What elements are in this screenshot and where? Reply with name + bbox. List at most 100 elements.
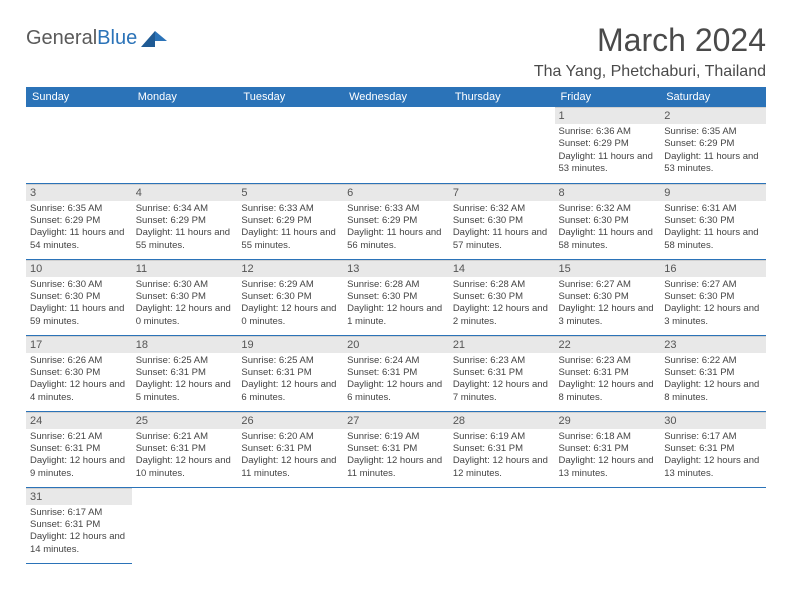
logo-mark-icon — [141, 29, 167, 47]
calendar-cell: 18Sunrise: 6:25 AMSunset: 6:31 PMDayligh… — [132, 335, 238, 411]
day-number: 10 — [26, 260, 132, 277]
day-number: 16 — [660, 260, 766, 277]
day-details: Sunrise: 6:21 AMSunset: 6:31 PMDaylight:… — [26, 429, 132, 484]
calendar-cell: 23Sunrise: 6:22 AMSunset: 6:31 PMDayligh… — [660, 335, 766, 411]
day-details: Sunrise: 6:33 AMSunset: 6:29 PMDaylight:… — [237, 201, 343, 256]
day-number: 9 — [660, 184, 766, 201]
day-details: Sunrise: 6:23 AMSunset: 6:31 PMDaylight:… — [555, 353, 661, 408]
day-details: Sunrise: 6:32 AMSunset: 6:30 PMDaylight:… — [449, 201, 555, 256]
calendar-cell: 22Sunrise: 6:23 AMSunset: 6:31 PMDayligh… — [555, 335, 661, 411]
calendar-cell — [237, 107, 343, 183]
location: Tha Yang, Phetchaburi, Thailand — [534, 63, 766, 81]
calendar-cell: 13Sunrise: 6:28 AMSunset: 6:30 PMDayligh… — [343, 259, 449, 335]
calendar-cell: 11Sunrise: 6:30 AMSunset: 6:30 PMDayligh… — [132, 259, 238, 335]
day-details: Sunrise: 6:20 AMSunset: 6:31 PMDaylight:… — [237, 429, 343, 484]
day-details: Sunrise: 6:27 AMSunset: 6:30 PMDaylight:… — [555, 277, 661, 332]
calendar-cell: 29Sunrise: 6:18 AMSunset: 6:31 PMDayligh… — [555, 411, 661, 487]
calendar-cell: 1Sunrise: 6:36 AMSunset: 6:29 PMDaylight… — [555, 107, 661, 183]
day-number: 26 — [237, 412, 343, 429]
day-details: Sunrise: 6:27 AMSunset: 6:30 PMDaylight:… — [660, 277, 766, 332]
day-details: Sunrise: 6:28 AMSunset: 6:30 PMDaylight:… — [343, 277, 449, 332]
day-details: Sunrise: 6:25 AMSunset: 6:31 PMDaylight:… — [132, 353, 238, 408]
day-details: Sunrise: 6:18 AMSunset: 6:31 PMDaylight:… — [555, 429, 661, 484]
weekday-header: Wednesday — [343, 87, 449, 107]
day-number: 2 — [660, 107, 766, 124]
day-number: 25 — [132, 412, 238, 429]
day-details: Sunrise: 6:25 AMSunset: 6:31 PMDaylight:… — [237, 353, 343, 408]
day-number: 7 — [449, 184, 555, 201]
calendar-cell: 3Sunrise: 6:35 AMSunset: 6:29 PMDaylight… — [26, 183, 132, 259]
weekday-header: Sunday — [26, 87, 132, 107]
day-number: 14 — [449, 260, 555, 277]
day-details: Sunrise: 6:36 AMSunset: 6:29 PMDaylight:… — [555, 124, 661, 179]
calendar-cell — [343, 107, 449, 183]
day-details: Sunrise: 6:35 AMSunset: 6:29 PMDaylight:… — [26, 201, 132, 256]
calendar-cell: 8Sunrise: 6:32 AMSunset: 6:30 PMDaylight… — [555, 183, 661, 259]
day-number: 27 — [343, 412, 449, 429]
day-details: Sunrise: 6:28 AMSunset: 6:30 PMDaylight:… — [449, 277, 555, 332]
title-block: March 2024 Tha Yang, Phetchaburi, Thaila… — [534, 22, 766, 81]
calendar-cell: 6Sunrise: 6:33 AMSunset: 6:29 PMDaylight… — [343, 183, 449, 259]
calendar-cell — [660, 487, 766, 563]
weekday-header: Monday — [132, 87, 238, 107]
day-details: Sunrise: 6:35 AMSunset: 6:29 PMDaylight:… — [660, 124, 766, 179]
calendar-cell: 27Sunrise: 6:19 AMSunset: 6:31 PMDayligh… — [343, 411, 449, 487]
day-number: 15 — [555, 260, 661, 277]
day-number: 23 — [660, 336, 766, 353]
day-number: 24 — [26, 412, 132, 429]
day-number: 30 — [660, 412, 766, 429]
day-details: Sunrise: 6:19 AMSunset: 6:31 PMDaylight:… — [343, 429, 449, 484]
day-number: 20 — [343, 336, 449, 353]
logo-word2: Blue — [97, 27, 137, 49]
calendar-cell: 10Sunrise: 6:30 AMSunset: 6:30 PMDayligh… — [26, 259, 132, 335]
calendar-cell: 9Sunrise: 6:31 AMSunset: 6:30 PMDaylight… — [660, 183, 766, 259]
day-details: Sunrise: 6:32 AMSunset: 6:30 PMDaylight:… — [555, 201, 661, 256]
weekday-header: Friday — [555, 87, 661, 107]
calendar-row: 1Sunrise: 6:36 AMSunset: 6:29 PMDaylight… — [26, 107, 766, 183]
month-title: March 2024 — [534, 22, 766, 59]
day-details: Sunrise: 6:23 AMSunset: 6:31 PMDaylight:… — [449, 353, 555, 408]
calendar-cell — [26, 107, 132, 183]
logo-word1: General — [26, 27, 97, 49]
day-details: Sunrise: 6:26 AMSunset: 6:30 PMDaylight:… — [26, 353, 132, 408]
calendar-cell — [449, 107, 555, 183]
calendar-cell: 19Sunrise: 6:25 AMSunset: 6:31 PMDayligh… — [237, 335, 343, 411]
calendar-row: 3Sunrise: 6:35 AMSunset: 6:29 PMDaylight… — [26, 183, 766, 259]
calendar-cell: 28Sunrise: 6:19 AMSunset: 6:31 PMDayligh… — [449, 411, 555, 487]
day-number: 13 — [343, 260, 449, 277]
calendar-row: 17Sunrise: 6:26 AMSunset: 6:30 PMDayligh… — [26, 335, 766, 411]
calendar-cell: 12Sunrise: 6:29 AMSunset: 6:30 PMDayligh… — [237, 259, 343, 335]
calendar-cell — [555, 487, 661, 563]
day-number: 4 — [132, 184, 238, 201]
day-number: 5 — [237, 184, 343, 201]
day-details: Sunrise: 6:17 AMSunset: 6:31 PMDaylight:… — [26, 505, 132, 560]
calendar-cell — [343, 487, 449, 563]
logo: GeneralBlue — [26, 22, 167, 48]
weekday-row: SundayMondayTuesdayWednesdayThursdayFrid… — [26, 87, 766, 107]
weekday-header: Tuesday — [237, 87, 343, 107]
day-details: Sunrise: 6:17 AMSunset: 6:31 PMDaylight:… — [660, 429, 766, 484]
day-details: Sunrise: 6:34 AMSunset: 6:29 PMDaylight:… — [132, 201, 238, 256]
day-number: 1 — [555, 107, 661, 124]
day-number: 29 — [555, 412, 661, 429]
day-number: 18 — [132, 336, 238, 353]
day-details: Sunrise: 6:19 AMSunset: 6:31 PMDaylight:… — [449, 429, 555, 484]
day-number: 12 — [237, 260, 343, 277]
day-number: 22 — [555, 336, 661, 353]
day-number: 8 — [555, 184, 661, 201]
day-details: Sunrise: 6:22 AMSunset: 6:31 PMDaylight:… — [660, 353, 766, 408]
calendar-cell — [132, 107, 238, 183]
logo-text: GeneralBlue — [26, 28, 137, 48]
calendar-cell: 2Sunrise: 6:35 AMSunset: 6:29 PMDaylight… — [660, 107, 766, 183]
day-number: 28 — [449, 412, 555, 429]
day-number: 3 — [26, 184, 132, 201]
day-details: Sunrise: 6:29 AMSunset: 6:30 PMDaylight:… — [237, 277, 343, 332]
calendar-cell — [237, 487, 343, 563]
day-number: 6 — [343, 184, 449, 201]
calendar-cell: 24Sunrise: 6:21 AMSunset: 6:31 PMDayligh… — [26, 411, 132, 487]
weekday-header: Thursday — [449, 87, 555, 107]
weekday-header: Saturday — [660, 87, 766, 107]
calendar-row: 24Sunrise: 6:21 AMSunset: 6:31 PMDayligh… — [26, 411, 766, 487]
day-details: Sunrise: 6:30 AMSunset: 6:30 PMDaylight:… — [132, 277, 238, 332]
calendar-cell: 5Sunrise: 6:33 AMSunset: 6:29 PMDaylight… — [237, 183, 343, 259]
